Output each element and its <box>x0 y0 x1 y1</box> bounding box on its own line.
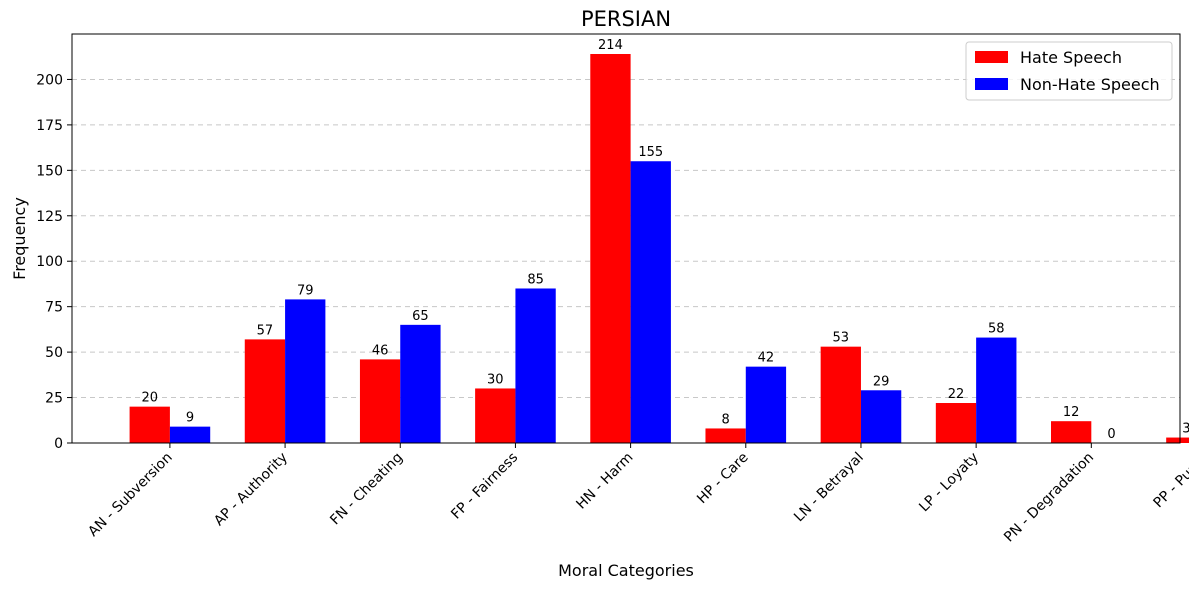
data-label: 58 <box>988 322 1005 337</box>
plot-frame <box>71 33 1181 444</box>
bar-non-hate-0 <box>169 426 211 443</box>
y-tick-label: 175 <box>36 118 63 134</box>
y-tick-label: 125 <box>36 209 63 225</box>
y-tick-label: 75 <box>45 300 63 316</box>
bar-hate-9 <box>1166 437 1189 443</box>
data-label: 3 <box>1182 422 1189 437</box>
legend-swatch-hate-speech <box>975 51 1008 63</box>
bar-hate-5 <box>705 428 746 443</box>
legend-swatch-non-hate-speech <box>975 78 1008 90</box>
x-axis: AN - Subversion AP - Authority FN - Cheati… <box>85 443 1189 546</box>
data-label: 57 <box>257 323 274 338</box>
chart-title: PERSIAN <box>581 7 671 31</box>
y-axis-title: Frequency <box>10 197 29 280</box>
data-label: 0 <box>1107 427 1115 442</box>
data-label: 155 <box>638 145 663 160</box>
bar-hate-0 <box>129 406 170 443</box>
x-tick-label: LP - Loyaty <box>916 450 982 516</box>
y-tick-label: 100 <box>36 254 63 270</box>
data-label: 12 <box>1063 405 1080 420</box>
data-label: 8 <box>721 412 729 427</box>
x-tick-label: FP - Fairness <box>448 450 521 523</box>
data-label: 29 <box>873 374 890 389</box>
bar-hate-1 <box>244 339 286 443</box>
bar-hate-3 <box>475 388 516 443</box>
x-axis-title: Moral Categories <box>558 561 694 580</box>
data-labels: 2095779466530852141558425329225812034 <box>141 38 1189 442</box>
y-tick-label: 0 <box>54 436 63 452</box>
data-label: 9 <box>186 411 194 426</box>
data-label: 20 <box>141 391 158 406</box>
data-label: 85 <box>527 272 544 287</box>
bar-hate-4 <box>590 53 631 444</box>
y-axis: 0 25 50 75 100 125 150 175 200 <box>36 72 72 452</box>
x-tick-label: AN - Subversion <box>85 450 175 540</box>
x-tick-label: AP - Authority <box>211 450 291 530</box>
bar-hate-2 <box>359 359 401 443</box>
legend: Hate Speech Non-Hate Speech <box>965 41 1173 101</box>
bar-non-hate-4 <box>630 161 671 443</box>
y-tick-label: 200 <box>36 72 63 88</box>
data-label: 65 <box>412 309 429 324</box>
data-label: 53 <box>833 331 850 346</box>
y-tick-label: 50 <box>45 345 63 361</box>
x-tick-label: PN - Degradation <box>1001 450 1097 546</box>
data-label: 214 <box>598 38 623 53</box>
data-label: 30 <box>487 372 504 387</box>
bars <box>129 53 1189 444</box>
bar-non-hate-3 <box>515 288 556 443</box>
y-tick-label: 25 <box>45 391 63 407</box>
bar-non-hate-6 <box>860 390 902 443</box>
x-tick-label: HP - Care <box>694 450 752 508</box>
bar-hate-6 <box>820 346 861 443</box>
y-tick-label: 150 <box>36 163 63 179</box>
x-tick-label: HN - Harm <box>573 450 636 513</box>
legend-label-hate-speech: Hate Speech <box>1020 48 1122 67</box>
bar-non-hate-2 <box>400 324 441 443</box>
data-label: 46 <box>372 343 389 358</box>
data-label: 22 <box>948 387 965 402</box>
bar-non-hate-5 <box>745 366 787 443</box>
legend-box <box>965 41 1173 101</box>
bar-hate-7 <box>935 403 977 443</box>
x-tick-label: PP - Purity <box>1151 450 1189 512</box>
x-tick-label: FN - Cheating <box>327 450 406 529</box>
legend-label-non-hate-speech: Non-Hate Speech <box>1020 75 1160 94</box>
bar-non-hate-1 <box>285 299 326 443</box>
bar-non-hate-7 <box>976 337 1017 443</box>
bar-hate-8 <box>1051 421 1092 443</box>
data-label: 42 <box>758 351 775 366</box>
x-tick-label: LN - Betrayal <box>791 450 867 526</box>
data-label: 79 <box>297 283 314 298</box>
